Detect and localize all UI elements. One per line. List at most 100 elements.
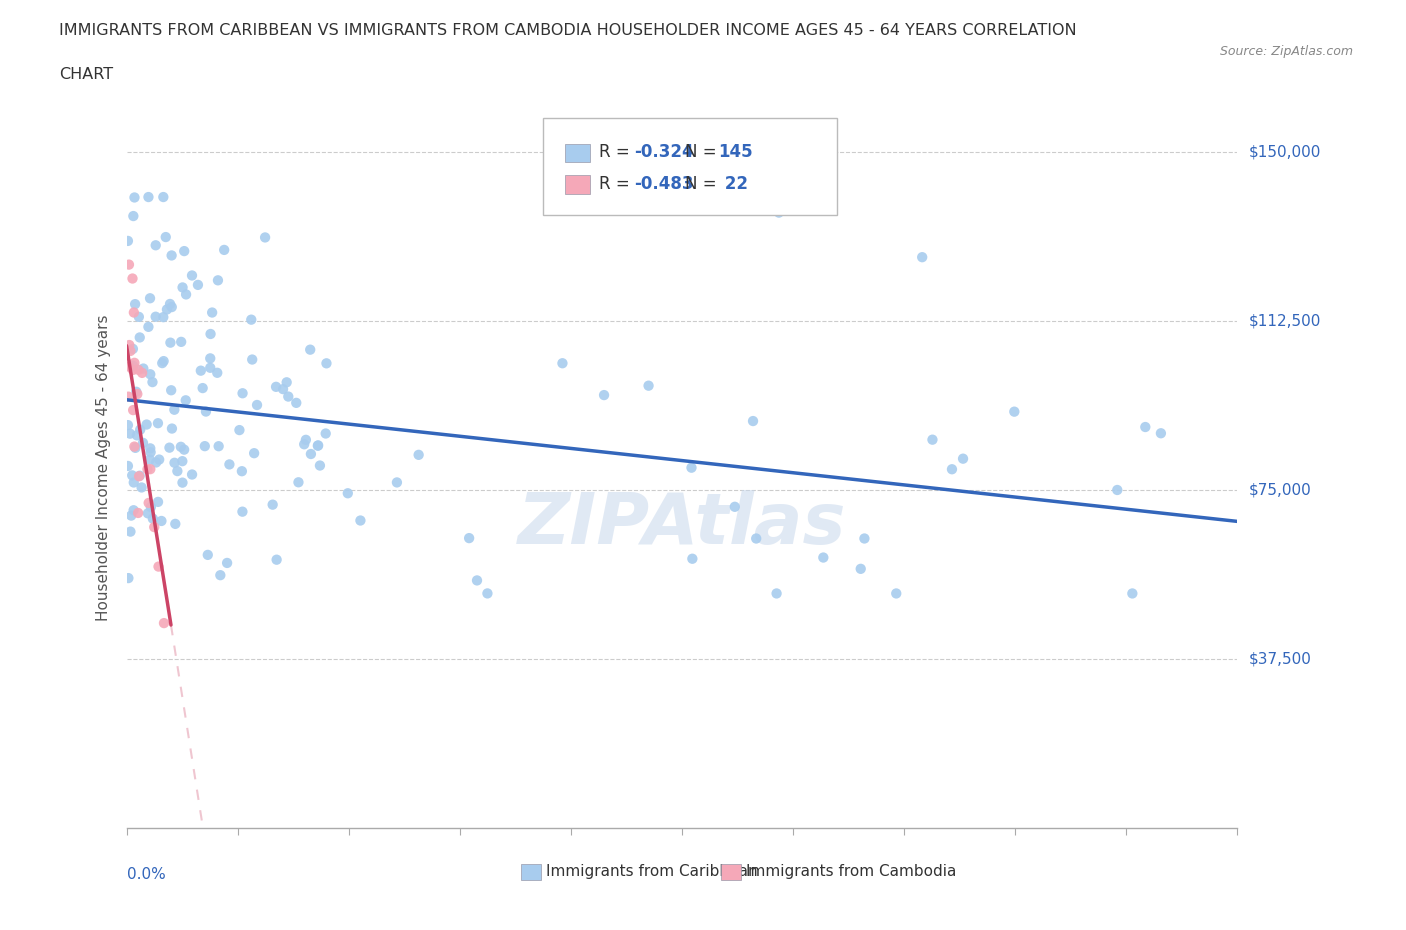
- Point: [307, 438, 329, 453]
- Point: [765, 586, 787, 601]
- Point: [172, 454, 194, 469]
- Point: [138, 190, 160, 205]
- Point: [131, 365, 153, 380]
- Point: [138, 496, 160, 511]
- Point: [163, 456, 186, 471]
- Point: [118, 426, 141, 441]
- Point: [465, 573, 488, 588]
- Text: N =: N =: [685, 143, 723, 162]
- Point: [146, 416, 169, 431]
- Point: [170, 335, 193, 350]
- Point: [120, 343, 142, 358]
- Point: [166, 464, 188, 479]
- Point: [287, 475, 309, 490]
- Point: [187, 277, 209, 292]
- Text: 145: 145: [718, 143, 754, 162]
- Point: [200, 351, 222, 365]
- FancyBboxPatch shape: [565, 144, 589, 163]
- Point: [139, 499, 162, 514]
- Point: [309, 458, 332, 473]
- Text: Immigrants from Cambodia: Immigrants from Cambodia: [747, 864, 956, 879]
- Point: [551, 356, 574, 371]
- Text: $112,500: $112,500: [1249, 313, 1320, 328]
- Point: [266, 552, 288, 567]
- Point: [127, 363, 149, 378]
- FancyBboxPatch shape: [543, 118, 838, 215]
- Point: [159, 335, 181, 350]
- Point: [262, 498, 284, 512]
- Point: [240, 352, 263, 367]
- Point: [139, 452, 162, 467]
- Point: [190, 364, 212, 379]
- Point: [148, 559, 170, 574]
- Point: [121, 271, 143, 286]
- Point: [295, 432, 318, 447]
- Point: [127, 387, 149, 402]
- Point: [136, 462, 159, 477]
- FancyBboxPatch shape: [520, 864, 541, 880]
- Point: [336, 485, 359, 500]
- Text: 0.0%: 0.0%: [127, 868, 166, 883]
- Point: [853, 531, 876, 546]
- Point: [159, 297, 181, 312]
- Point: [768, 206, 790, 220]
- Point: [285, 395, 308, 410]
- Point: [292, 437, 315, 452]
- Text: ZIPAtlas: ZIPAtlas: [517, 490, 846, 560]
- Point: [124, 355, 146, 370]
- Point: [231, 464, 253, 479]
- Point: [160, 299, 183, 314]
- Point: [155, 230, 177, 245]
- Point: [174, 287, 197, 302]
- Point: [271, 381, 294, 396]
- Point: [349, 513, 371, 528]
- Text: 22: 22: [718, 175, 748, 193]
- Point: [194, 439, 217, 454]
- Point: [1107, 483, 1129, 498]
- Point: [156, 302, 179, 317]
- Y-axis label: Householder Income Ages 45 - 64 years: Householder Income Ages 45 - 64 years: [96, 314, 111, 620]
- Point: [240, 312, 263, 327]
- Point: [124, 439, 146, 454]
- Point: [477, 586, 499, 601]
- Point: [135, 417, 157, 432]
- Point: [131, 480, 153, 495]
- Point: [299, 342, 322, 357]
- Point: [172, 280, 194, 295]
- Point: [139, 461, 162, 476]
- Point: [159, 440, 181, 455]
- Point: [813, 551, 835, 565]
- Point: [160, 421, 183, 436]
- Point: [742, 414, 765, 429]
- Point: [408, 447, 430, 462]
- Point: [307, 438, 329, 453]
- Point: [118, 258, 141, 272]
- Point: [173, 244, 195, 259]
- Point: [745, 531, 768, 546]
- Point: [152, 310, 174, 325]
- Point: [143, 520, 166, 535]
- Point: [120, 525, 142, 539]
- Point: [385, 475, 408, 490]
- Point: [299, 446, 322, 461]
- Point: [122, 359, 145, 374]
- Point: [132, 361, 155, 376]
- Point: [191, 380, 214, 395]
- Point: [724, 499, 747, 514]
- Text: R =: R =: [599, 143, 634, 162]
- Point: [132, 435, 155, 450]
- Point: [120, 508, 142, 523]
- Point: [117, 390, 139, 405]
- Point: [163, 403, 186, 418]
- Point: [142, 512, 165, 526]
- Point: [129, 422, 152, 437]
- Point: [150, 355, 173, 370]
- Point: [681, 460, 703, 475]
- Point: [139, 366, 162, 381]
- Text: IMMIGRANTS FROM CARIBBEAN VS IMMIGRANTS FROM CAMBODIA HOUSEHOLDER INCOME AGES 45: IMMIGRANTS FROM CARIBBEAN VS IMMIGRANTS …: [59, 23, 1077, 38]
- Text: Immigrants from Caribbean: Immigrants from Caribbean: [547, 864, 758, 879]
- Point: [170, 439, 193, 454]
- Text: CHART: CHART: [59, 67, 112, 82]
- Point: [209, 567, 232, 582]
- Point: [637, 379, 659, 393]
